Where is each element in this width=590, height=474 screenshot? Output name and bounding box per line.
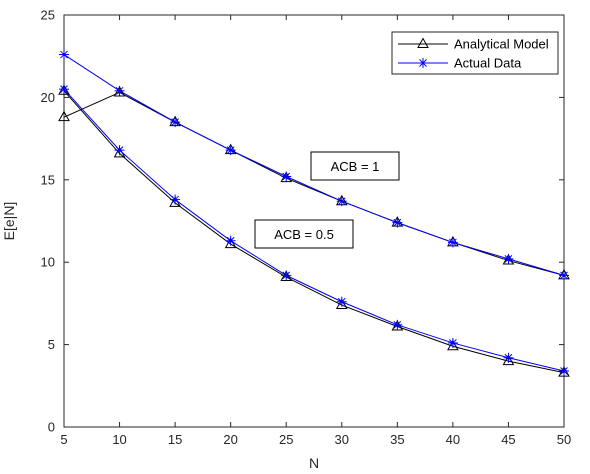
series-line-0 (63, 91, 565, 276)
x-tick-label: 15 (168, 432, 182, 447)
triangle-marker-icon (417, 37, 429, 48)
y-tick-label: 0 (48, 420, 55, 435)
data-point (280, 270, 293, 282)
data-point (336, 296, 347, 307)
data-point (225, 235, 236, 246)
annotation-acb-05: ACB = 0.5 (254, 219, 354, 249)
data-point (59, 49, 69, 60)
annotation-acb-1-text: ACB = 1 (331, 159, 380, 174)
data-point (558, 366, 570, 377)
data-point (59, 84, 69, 95)
annotation-acb-1: ACB = 1 (310, 151, 400, 181)
data-point (392, 217, 403, 228)
data-point (391, 319, 404, 331)
x-tick-label: 50 (557, 432, 571, 447)
series-line-1 (63, 54, 565, 276)
x-axis-title: N (309, 455, 319, 471)
legend: Analytical Model Actual Data (391, 31, 559, 75)
data-point (559, 365, 569, 376)
data-point (503, 352, 514, 363)
annotation-acb-05-text: ACB = 0.5 (274, 227, 334, 242)
legend-label-actual: Actual Data (454, 56, 522, 71)
data-point (280, 171, 293, 183)
data-point (58, 84, 70, 95)
x-tick-label: 25 (279, 432, 293, 447)
x-tick-label: 35 (390, 432, 404, 447)
data-point (170, 117, 181, 128)
y-tick-label: 15 (41, 172, 55, 187)
legend-box (391, 31, 559, 75)
x-tick-label: 40 (446, 432, 460, 447)
data-point (447, 237, 458, 248)
data-point (281, 171, 292, 182)
data-point (170, 194, 181, 205)
data-point (336, 196, 347, 207)
x-tick-label: 10 (112, 432, 126, 447)
series-markers (58, 49, 570, 377)
data-point (114, 85, 125, 96)
y-tick-label: 25 (41, 8, 55, 23)
data-point (225, 145, 236, 156)
data-point (559, 270, 569, 281)
data-point (503, 253, 514, 264)
series-line-2 (63, 90, 565, 374)
y-tick-label: 5 (48, 337, 55, 352)
legend-label-analytical: Analytical Model (454, 37, 549, 52)
series-line-3 (63, 88, 565, 372)
legend-item-actual: Actual Data (398, 56, 522, 71)
data-point (58, 110, 70, 122)
x-tick-label: 5 (60, 432, 67, 447)
x-tick-label: 20 (223, 432, 237, 447)
asterisk-marker-icon (418, 58, 428, 68)
x-tick-label: 45 (501, 432, 515, 447)
data-point (502, 254, 515, 265)
series-lines (63, 54, 565, 374)
y-axis-title: E[e|N] (1, 202, 17, 241)
x-tick-label: 30 (335, 432, 349, 447)
data-point (114, 145, 125, 156)
y-tick-label: 20 (41, 90, 55, 105)
data-point (447, 337, 458, 348)
data-point (392, 319, 403, 330)
data-point (113, 85, 126, 97)
legend-item-analytical: Analytical Model (398, 37, 549, 52)
data-point (281, 270, 292, 281)
y-tick-label: 10 (41, 255, 55, 270)
